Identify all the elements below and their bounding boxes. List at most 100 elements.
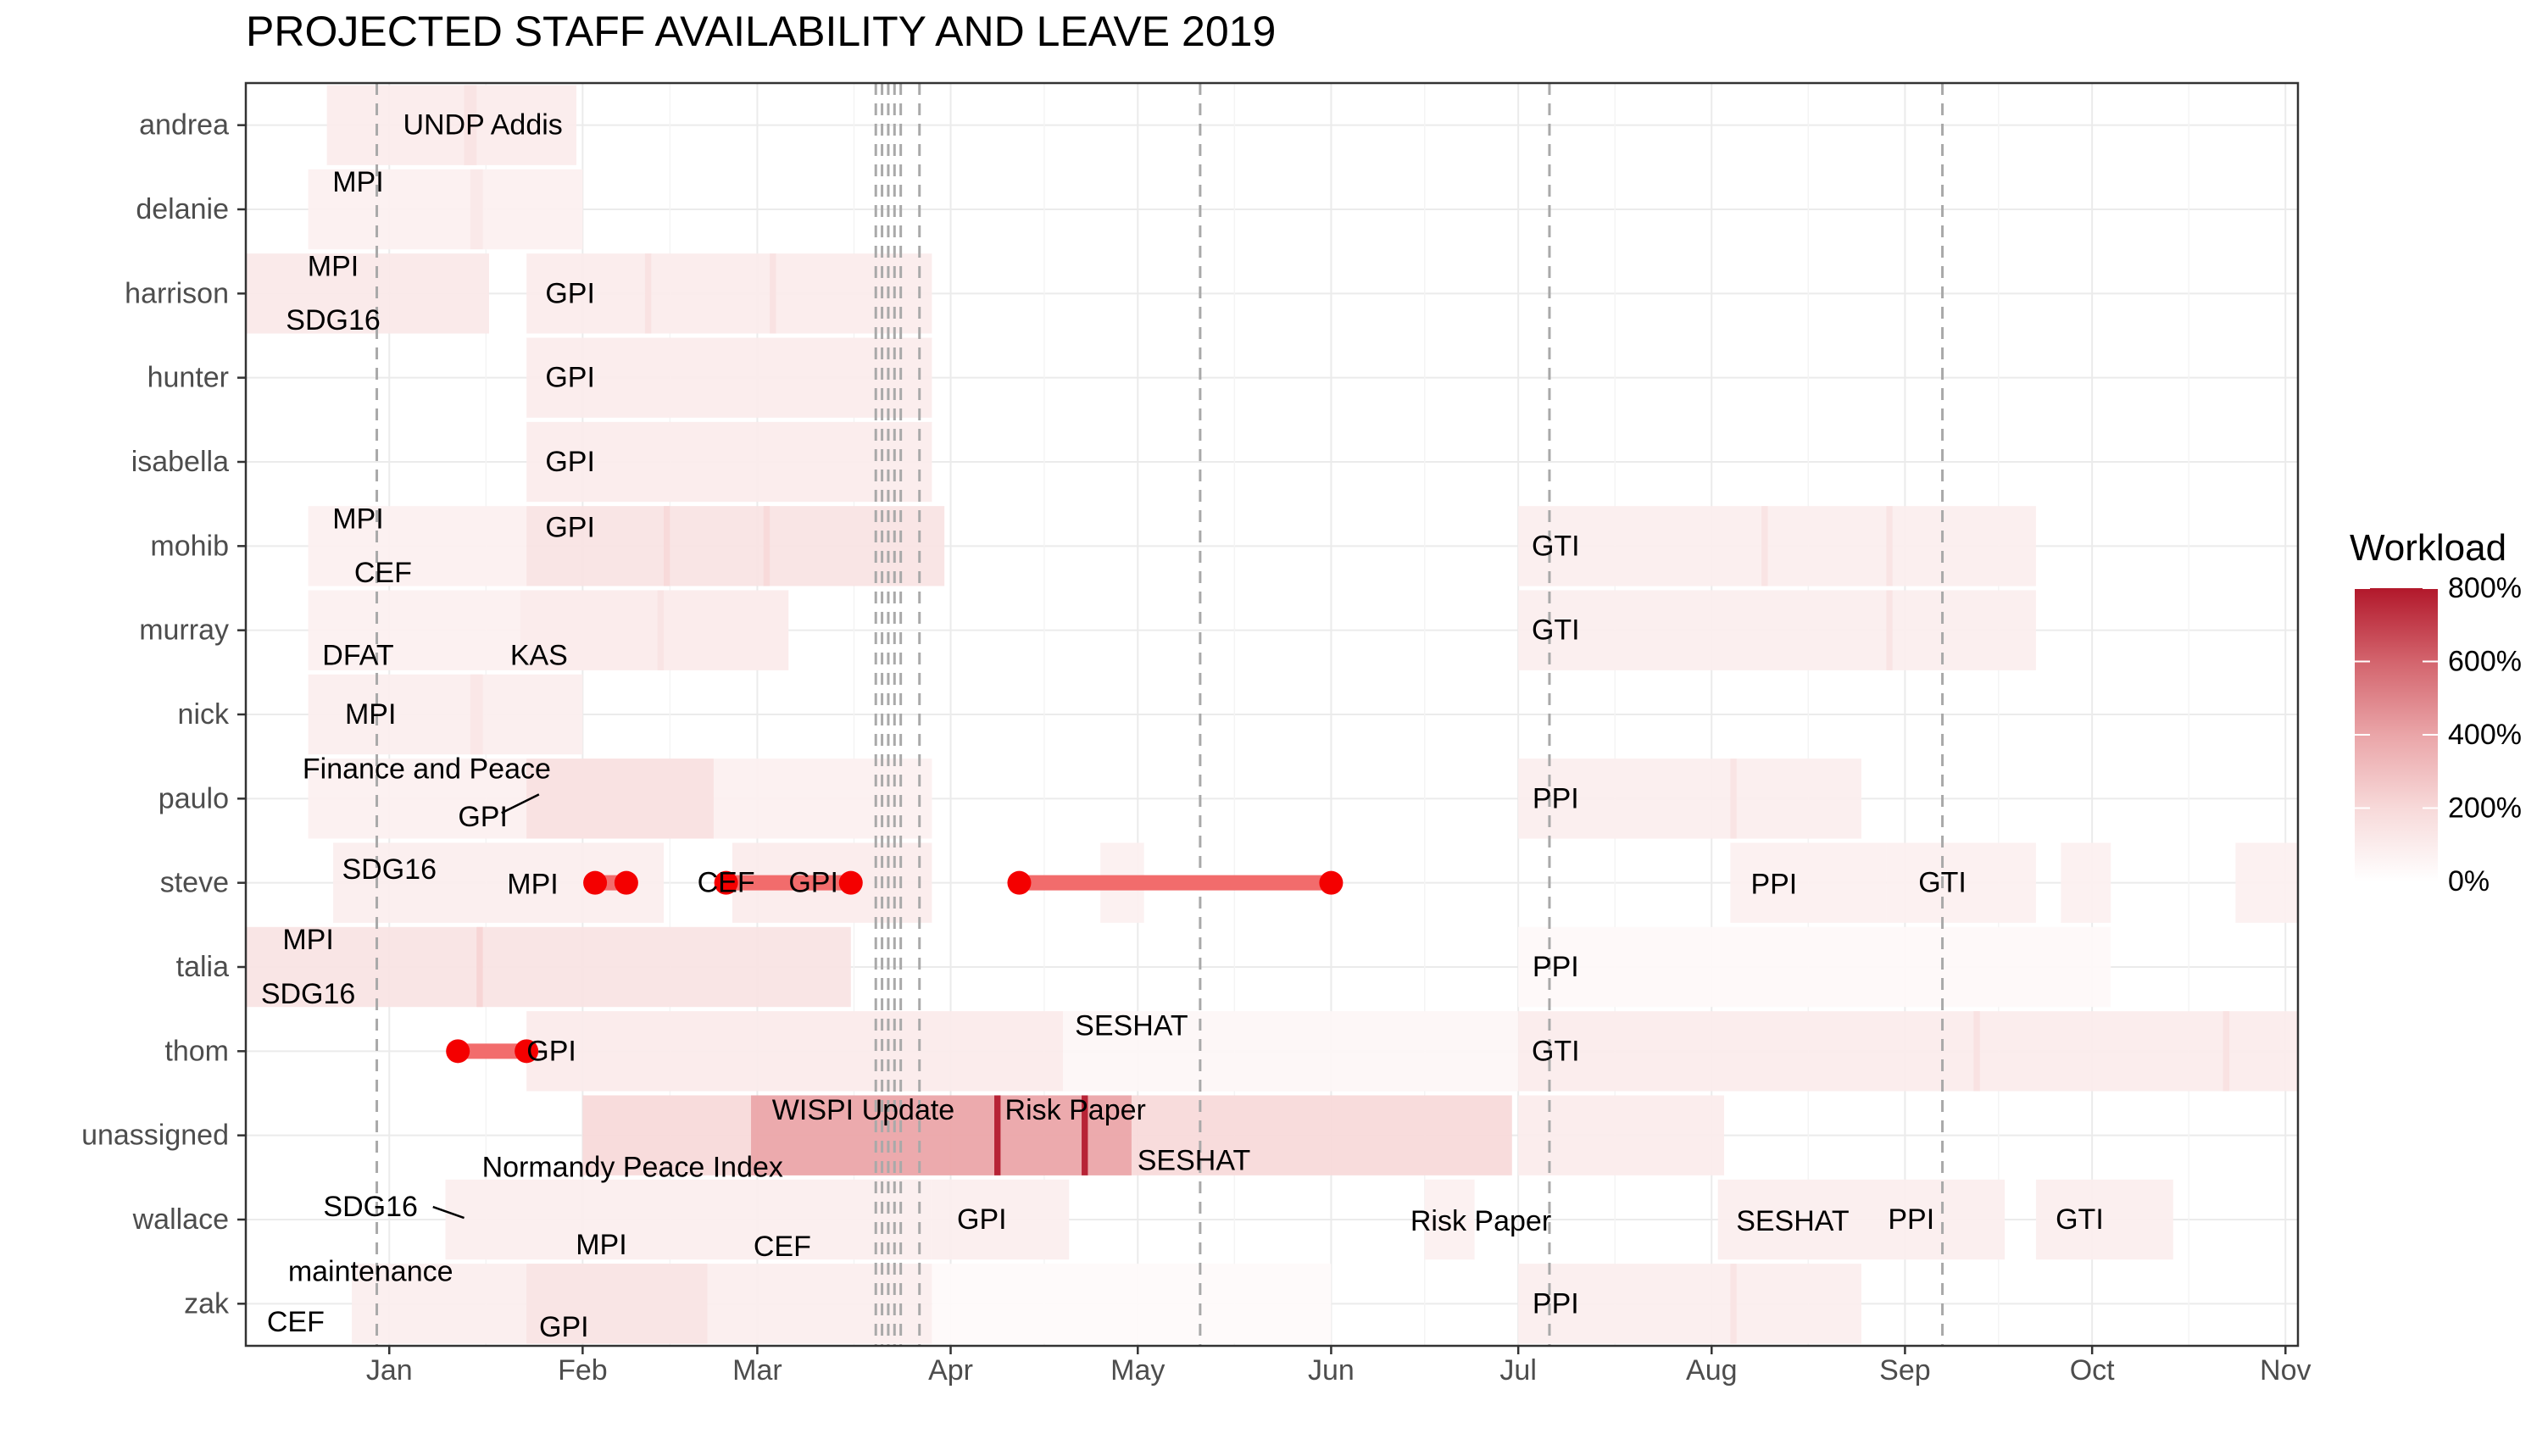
legend-tick-label: 0% — [2448, 865, 2490, 897]
legend-tick-label: 400% — [2448, 719, 2522, 751]
leave-end-point — [1319, 870, 1344, 895]
leave-periods — [446, 870, 1344, 1064]
bar-label: GPI — [545, 511, 595, 543]
workload-bar — [308, 674, 583, 755]
workload-bar — [1518, 1095, 1725, 1175]
legend-title: Workload — [2350, 527, 2507, 569]
bar-label: PPI — [1750, 869, 1797, 901]
bar-label: MPI — [507, 869, 558, 901]
bar-label: GTI — [2056, 1203, 2104, 1236]
workload-bar — [526, 1264, 708, 1344]
x-tick-label: Apr — [928, 1354, 973, 1387]
workload-bar — [526, 421, 932, 503]
chart-title: PROJECTED STAFF AVAILABILITY AND LEAVE 2… — [246, 8, 1277, 55]
workload-bar — [751, 1095, 1132, 1175]
workload-bar — [2235, 842, 2298, 923]
workload-bar — [2061, 842, 2111, 923]
legend-tick-label: 600% — [2448, 646, 2522, 678]
bar-labels: UNDP Addis MPI MPI SDG16 GPI GPI GPI MPI GPI CEF G… — [261, 109, 2104, 1343]
workload-bar — [1518, 506, 2036, 586]
workload-bar — [1761, 506, 1768, 586]
workload-bar — [644, 253, 652, 334]
workload-bar — [664, 506, 670, 586]
bar-label: CEF — [698, 867, 755, 899]
y-tick-label: murray — [139, 614, 229, 647]
workload-bar — [1424, 1179, 1475, 1260]
workload-bar — [2035, 1179, 2173, 1260]
workload-bar — [1518, 759, 1861, 839]
bar-label: GPI — [788, 867, 838, 899]
workload-bar — [994, 1095, 1001, 1175]
y-tick-label: hunter — [147, 362, 229, 394]
workload-bar — [246, 253, 489, 334]
workload-bar — [1518, 926, 2111, 1008]
bar-label: MPI — [576, 1229, 626, 1261]
bar-label: CEF — [754, 1231, 811, 1263]
bar-label: Risk Paper — [1005, 1094, 1146, 1126]
bar-label: MPI — [308, 251, 359, 283]
bar-label: GTI — [1532, 530, 1580, 562]
leave-end-point — [614, 870, 638, 895]
y-tick-label: unassigned — [81, 1120, 229, 1152]
bar-label: GTI — [1532, 1035, 1580, 1067]
workload-bar — [526, 1011, 1063, 1092]
workload-bar — [246, 926, 851, 1008]
bar-label: CEF — [267, 1306, 325, 1338]
y-tick-label: delanie — [136, 193, 229, 225]
label-leader-line — [432, 1205, 465, 1220]
bar-label: SDG16 — [261, 978, 356, 1010]
workload-bar — [308, 506, 527, 586]
workload-bar — [1886, 506, 1893, 586]
bar-label: GTI — [1532, 614, 1580, 647]
leave-end-point — [838, 870, 863, 895]
workload-bar — [1062, 1011, 1519, 1092]
workload-bar — [476, 926, 483, 1008]
bar-label: GPI — [957, 1203, 1007, 1236]
y-tick-label: zak — [184, 1287, 230, 1320]
bar-label: MPI — [282, 924, 333, 956]
x-tick-label: May — [1110, 1354, 1165, 1387]
bar-label: Finance and Peace — [303, 753, 551, 786]
y-tick-label: wallace — [132, 1203, 229, 1236]
workload-bar — [326, 85, 577, 165]
x-tick-label: Sep — [1879, 1354, 1931, 1387]
y-tick-label: talia — [176, 951, 229, 983]
workload-bar — [1518, 1264, 1861, 1344]
bar-label: GPI — [545, 277, 595, 309]
y-tick-label: steve — [160, 867, 229, 899]
bar-label: SDG16 — [323, 1191, 418, 1223]
workload-bar — [1730, 842, 1887, 923]
bar-label: KAS — [510, 639, 568, 671]
workload-bar — [770, 253, 776, 334]
x-tick-label: Oct — [2070, 1354, 2115, 1387]
bar-label: SESHAT — [1075, 1010, 1188, 1042]
workload-bar — [1717, 1179, 1861, 1260]
bar-label: GPI — [545, 446, 595, 478]
y-tick-label: mohib — [150, 530, 229, 562]
leave-end-point — [515, 1039, 539, 1064]
workload-bar — [526, 759, 714, 839]
bar-label: PPI — [1533, 951, 1579, 983]
bar-label: GPI — [526, 1035, 576, 1067]
bar-label: SDG16 — [342, 853, 437, 886]
bar-label: PPI — [1533, 1287, 1579, 1320]
bar-label: PPI — [1888, 1203, 1934, 1236]
legend-tick-label: 800% — [2448, 572, 2522, 604]
label-leader-line — [501, 793, 540, 814]
leave-start-point — [1007, 870, 1032, 895]
workload-bars — [246, 85, 2298, 1344]
y-tick-label: andrea — [139, 109, 229, 142]
workload-bar — [1886, 842, 2036, 923]
axes: andrea delanie harrison hunter isabella mohib… — [81, 109, 2311, 1387]
bar-label: MPI — [332, 503, 383, 536]
workload-bar — [470, 674, 483, 755]
workload-bar — [526, 337, 932, 418]
bar-label: PPI — [1533, 782, 1579, 814]
workload-bar — [657, 590, 665, 670]
x-tick-label: Jul — [1499, 1354, 1536, 1387]
bar-label: GPI — [458, 801, 508, 833]
x-tick-label: Jun — [1308, 1354, 1355, 1387]
legend: 0% 200% 400% 600% 800% — [2355, 572, 2522, 897]
y-tick-label: harrison — [125, 277, 229, 309]
